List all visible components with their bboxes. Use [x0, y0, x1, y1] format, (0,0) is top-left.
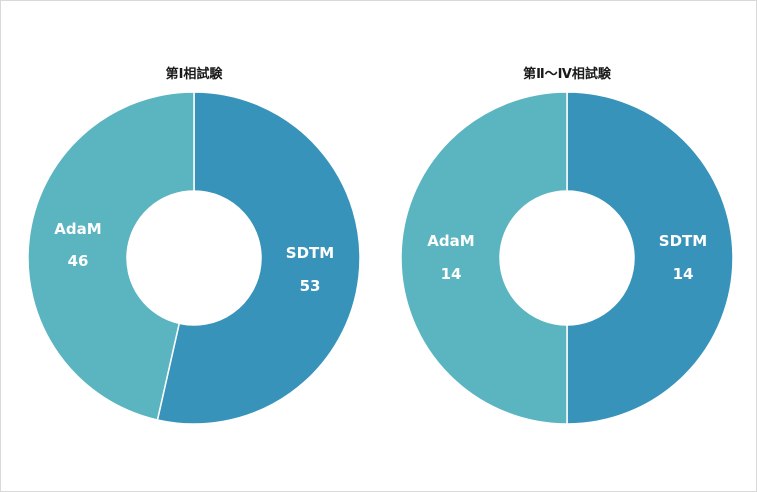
chart-phase2-4: 第Ⅱ～Ⅳ相試験 SDTM 14 AdaM 14	[400, 66, 734, 425]
donut-slice-adam	[400, 91, 568, 425]
slice-label-sdtm: SDTM	[286, 244, 334, 262]
slice-value-sdtm: 14	[673, 265, 694, 283]
slice-label-adam: AdaM	[54, 220, 101, 238]
slice-label-sdtm: SDTM	[659, 232, 707, 250]
donut-slice-adam	[27, 91, 195, 421]
slice-label-adam: AdaM	[427, 232, 474, 250]
slice-value-adam: 46	[68, 252, 89, 270]
chart-title: 第Ⅱ～Ⅳ相試験	[523, 66, 612, 82]
chart-title: 第Ⅰ相試験	[166, 66, 224, 82]
chart-phase1: 第Ⅰ相試験 SDTM 53 AdaM 46	[27, 66, 361, 425]
donut-slice-sdtm	[566, 91, 734, 425]
slice-value-adam: 14	[441, 265, 462, 283]
donut-slice-sdtm	[156, 91, 361, 425]
slice-value-sdtm: 53	[300, 277, 321, 295]
